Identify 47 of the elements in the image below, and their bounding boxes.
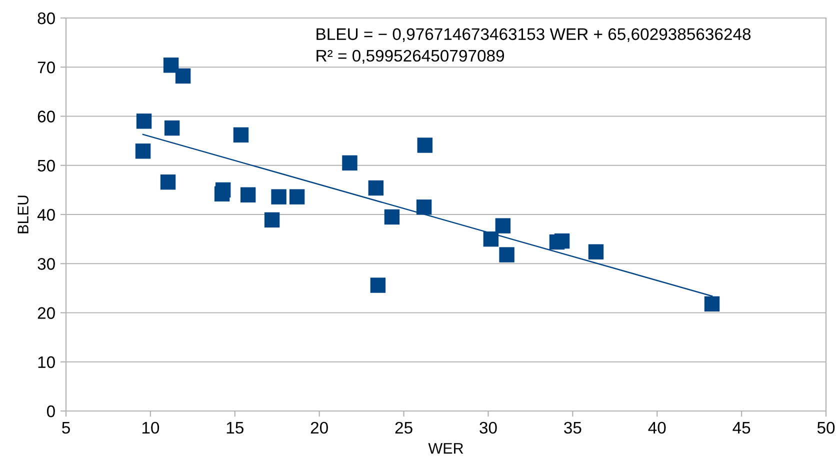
annotation: BLEU = − 0,976714673463153 WER + 65,6029385636248 xyxy=(316,28,751,42)
point xyxy=(136,114,152,129)
point xyxy=(588,244,604,260)
y-tick-label: 50 xyxy=(38,160,55,172)
x-axis-title: WER xyxy=(428,443,464,454)
point xyxy=(160,174,176,190)
y-tick-label: 60 xyxy=(38,110,55,122)
y-tick-label: 70 xyxy=(38,62,55,74)
point xyxy=(384,209,400,225)
point xyxy=(704,296,720,312)
point xyxy=(175,68,191,84)
x-tick-label: 35 xyxy=(564,422,582,434)
point xyxy=(164,120,180,136)
x-tick-label: 15 xyxy=(226,422,244,434)
x-tick-label: 5 xyxy=(62,422,70,434)
y-tick-label: 30 xyxy=(38,258,55,270)
point xyxy=(368,180,384,196)
point xyxy=(135,144,151,159)
point xyxy=(417,138,432,153)
x-tick-label: 50 xyxy=(817,422,835,434)
y-axis-title: BLEU xyxy=(18,196,28,234)
point xyxy=(483,231,499,247)
x-tick-label: 45 xyxy=(732,422,750,434)
point xyxy=(233,127,249,143)
point xyxy=(370,278,386,293)
y-tick-label: 40 xyxy=(37,208,55,221)
y-tick-label: 10 xyxy=(38,356,55,368)
x-tick-label: 25 xyxy=(395,422,412,434)
point xyxy=(342,155,358,171)
point xyxy=(271,189,286,204)
x-tick-label: 40 xyxy=(648,422,666,434)
y-tick-label: 20 xyxy=(38,307,55,319)
point xyxy=(495,218,511,234)
point xyxy=(240,187,256,202)
x-tick-label: 20 xyxy=(310,422,328,434)
point xyxy=(416,200,432,215)
point xyxy=(554,233,570,249)
x-tick-label: 10 xyxy=(142,422,160,434)
point xyxy=(264,212,280,228)
y-tick-label: 0 xyxy=(46,405,55,418)
point xyxy=(499,247,514,262)
point xyxy=(289,189,305,204)
x-tick-label: 30 xyxy=(480,422,497,434)
point xyxy=(214,186,230,202)
y-tick-label: 80 xyxy=(38,12,55,24)
annotation: R² = 0,599526450797089 xyxy=(316,50,504,64)
point xyxy=(163,58,179,73)
